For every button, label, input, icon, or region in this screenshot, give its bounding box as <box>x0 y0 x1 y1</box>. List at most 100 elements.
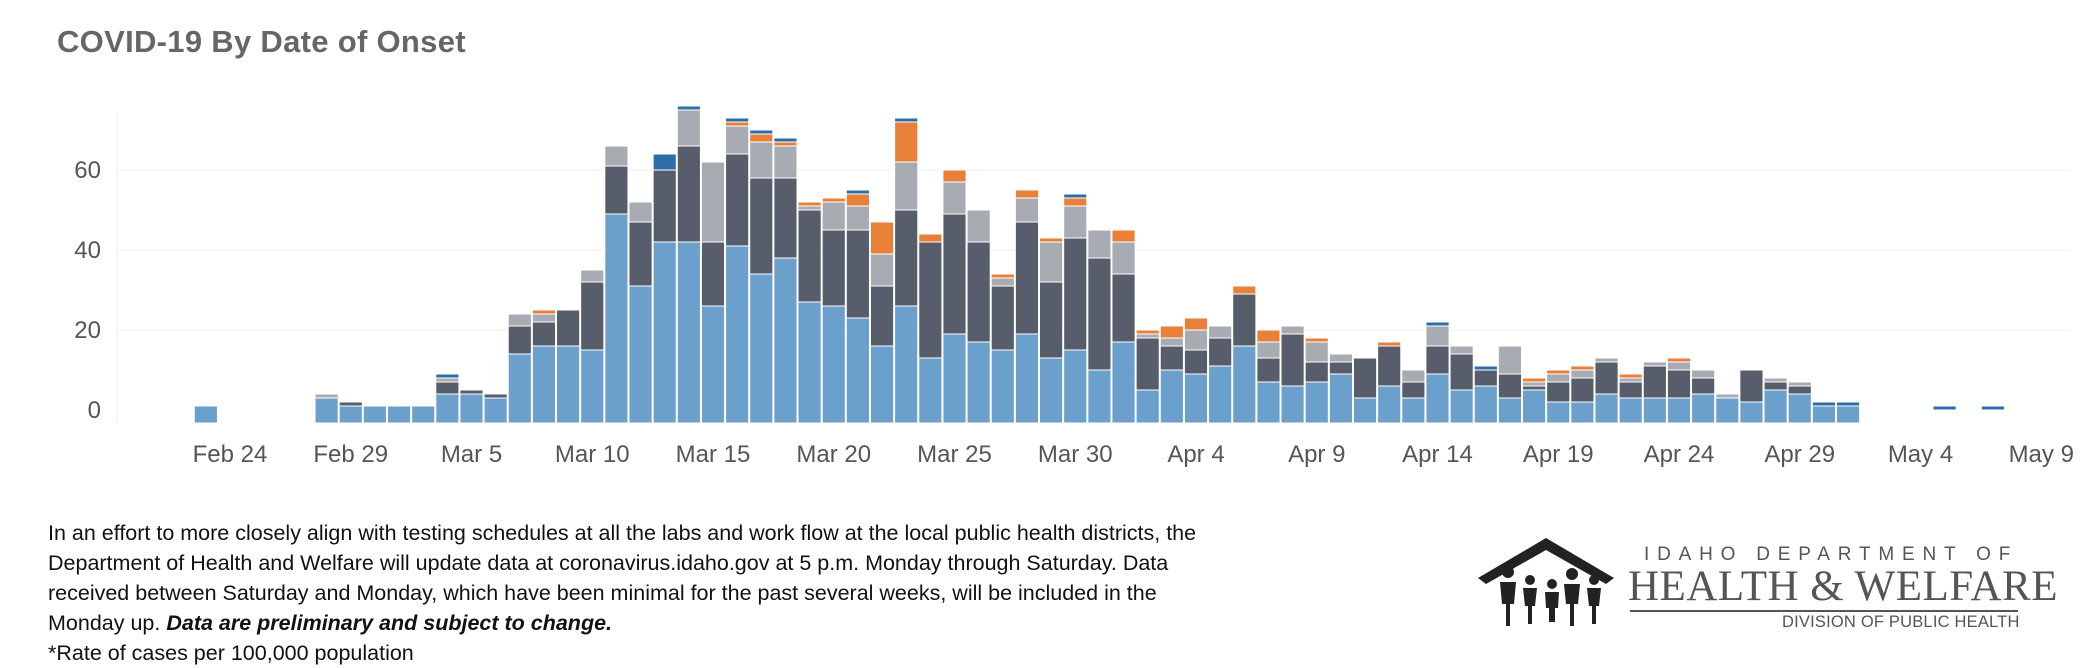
bar-segment[interactable] <box>821 197 846 203</box>
bar-segment[interactable] <box>604 145 629 167</box>
bar-stack[interactable] <box>1473 365 1498 424</box>
bar-segment[interactable] <box>1666 397 1692 424</box>
bar-stack[interactable] <box>1835 401 1861 424</box>
bar-segment[interactable] <box>1787 381 1812 387</box>
bar-stack[interactable] <box>1594 357 1619 424</box>
bar-stack[interactable] <box>1280 325 1305 424</box>
bar-segment[interactable] <box>1691 369 1716 379</box>
bar-segment[interactable] <box>1208 365 1233 424</box>
bar-segment[interactable] <box>1642 361 1667 367</box>
bar-stack[interactable] <box>1208 325 1233 424</box>
bar-segment[interactable] <box>1014 197 1040 223</box>
bar-segment[interactable] <box>1328 361 1353 375</box>
bar-segment[interactable] <box>1159 345 1184 371</box>
bar-segment[interactable] <box>821 229 846 307</box>
bar-segment[interactable] <box>869 253 895 287</box>
bar-segment[interactable] <box>1111 273 1136 343</box>
bar-segment[interactable] <box>362 405 387 424</box>
bar-segment[interactable] <box>1304 381 1329 424</box>
bar-segment[interactable] <box>725 117 750 123</box>
bar-segment[interactable] <box>725 125 750 155</box>
bar-segment[interactable] <box>1835 401 1861 407</box>
bar-segment[interactable] <box>990 273 1015 279</box>
bar-segment[interactable] <box>1087 369 1112 424</box>
bar-segment[interactable] <box>1377 385 1402 424</box>
bar-segment[interactable] <box>773 137 798 143</box>
bar-segment[interactable] <box>894 305 919 424</box>
bar-segment[interactable] <box>1594 361 1619 395</box>
bar-segment[interactable] <box>1063 193 1088 199</box>
bar-stack[interactable] <box>821 197 846 424</box>
bar-segment[interactable] <box>1039 237 1064 243</box>
bar-segment[interactable] <box>700 305 726 424</box>
bar-segment[interactable] <box>1014 333 1040 424</box>
bar-segment[interactable] <box>1425 345 1450 375</box>
bar-segment[interactable] <box>1232 293 1257 347</box>
bar-stack[interactable] <box>1014 189 1040 424</box>
bar-segment[interactable] <box>1183 373 1209 424</box>
bar-segment[interactable] <box>845 189 870 195</box>
bar-segment[interactable] <box>966 341 991 424</box>
bar-segment[interactable] <box>894 121 919 163</box>
bar-segment[interactable] <box>1715 397 1740 424</box>
bar-segment[interactable] <box>749 141 774 179</box>
bar-segment[interactable] <box>1618 377 1643 383</box>
bar-segment[interactable] <box>725 121 750 127</box>
bar-segment[interactable] <box>797 205 822 211</box>
bar-stack[interactable] <box>1980 405 2006 411</box>
bar-segment[interactable] <box>628 221 653 287</box>
bar-segment[interactable] <box>1183 317 1209 331</box>
bar-stack[interactable] <box>942 169 967 424</box>
bar-stack[interactable] <box>1546 369 1571 424</box>
bar-segment[interactable] <box>556 345 581 424</box>
bar-stack[interactable] <box>1232 285 1257 424</box>
bar-segment[interactable] <box>1111 241 1136 275</box>
bar-segment[interactable] <box>1497 397 1523 424</box>
bar-stack[interactable] <box>193 405 218 424</box>
bar-segment[interactable] <box>1546 381 1571 403</box>
bar-stack[interactable] <box>1497 345 1523 424</box>
bar-segment[interactable] <box>1208 325 1233 339</box>
bar-segment[interactable] <box>386 405 412 424</box>
bar-segment[interactable] <box>1304 341 1329 363</box>
bar-segment[interactable] <box>1618 381 1643 399</box>
bar-segment[interactable] <box>1401 397 1426 424</box>
bar-segment[interactable] <box>845 193 870 207</box>
bar-stack[interactable] <box>1522 377 1547 424</box>
bar-stack[interactable] <box>1715 393 1740 424</box>
bar-stack[interactable] <box>652 153 677 424</box>
bar-segment[interactable] <box>459 389 484 395</box>
bar-segment[interactable] <box>193 405 218 424</box>
bar-segment[interactable] <box>1570 401 1595 424</box>
bar-stack[interactable] <box>604 145 629 424</box>
bar-segment[interactable] <box>1063 349 1088 424</box>
bar-stack[interactable] <box>411 405 436 424</box>
bar-segment[interactable] <box>1594 357 1619 363</box>
bar-stack[interactable] <box>1642 361 1667 424</box>
bar-segment[interactable] <box>1570 365 1595 371</box>
bar-segment[interactable] <box>725 245 750 424</box>
bar-segment[interactable] <box>1763 389 1788 424</box>
bar-segment[interactable] <box>797 209 822 303</box>
bar-segment[interactable] <box>338 405 363 424</box>
bar-segment[interactable] <box>338 401 363 407</box>
bar-segment[interactable] <box>1135 329 1160 335</box>
bar-segment[interactable] <box>1522 385 1547 391</box>
bar-segment[interactable] <box>1135 337 1160 391</box>
bar-segment[interactable] <box>1835 405 1861 424</box>
bar-segment[interactable] <box>1087 229 1112 259</box>
bar-stack[interactable] <box>1183 317 1209 424</box>
bar-segment[interactable] <box>1256 329 1281 343</box>
bar-segment[interactable] <box>1787 393 1812 424</box>
bar-stack[interactable] <box>483 393 508 424</box>
bar-stack[interactable] <box>1691 369 1716 424</box>
bar-segment[interactable] <box>966 241 991 343</box>
bar-segment[interactable] <box>1135 389 1160 424</box>
bar-segment[interactable] <box>990 285 1015 351</box>
bar-segment[interactable] <box>918 233 943 243</box>
bar-segment[interactable] <box>1039 357 1064 424</box>
bar-segment[interactable] <box>773 145 798 179</box>
bar-segment[interactable] <box>1666 357 1692 363</box>
bar-stack[interactable] <box>1377 341 1402 424</box>
bar-segment[interactable] <box>1642 365 1667 399</box>
